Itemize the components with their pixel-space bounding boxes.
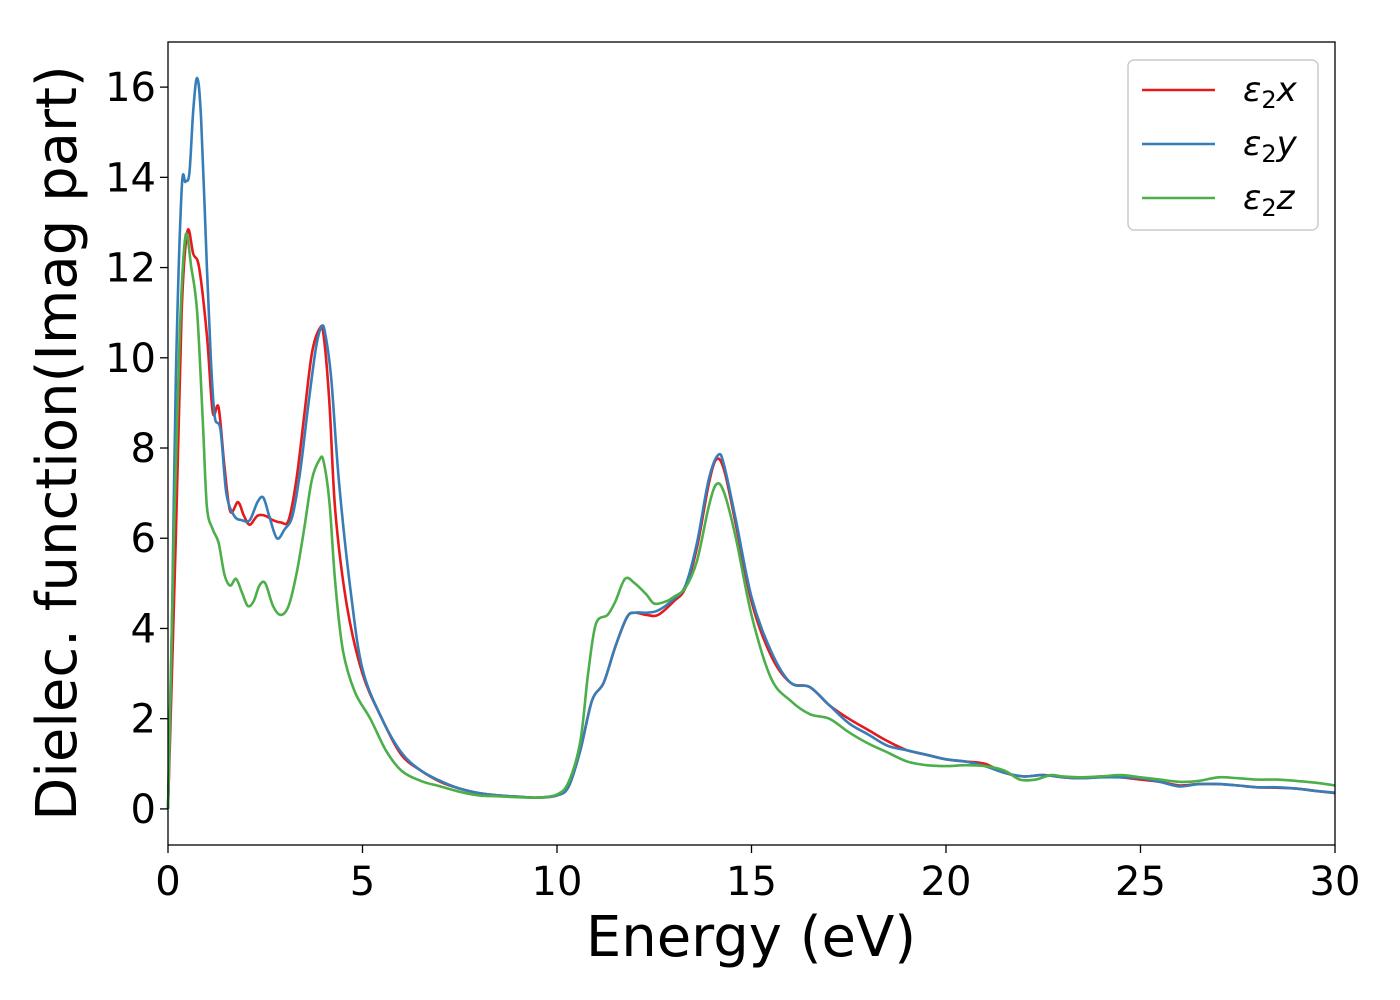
y-tick-label: 10 (105, 336, 156, 382)
x-axis-ticks: 0 5 10 15 20 25 30 (155, 845, 1360, 905)
y-tick-label: 16 (105, 65, 156, 111)
legend-label-z: ε2z (1243, 178, 1296, 222)
x-tick-label: 5 (350, 859, 375, 905)
y-axis-ticks: 0 2 4 6 8 10 12 14 16 (105, 65, 168, 833)
series-line-z (166, 232, 1336, 809)
legend-box (1127, 59, 1319, 231)
y-axis-label: Dielec. function(Imag part) (25, 65, 90, 821)
y-tick-label: 2 (131, 697, 156, 743)
x-tick-label: 20 (921, 859, 972, 905)
y-tick-label: 6 (131, 516, 156, 562)
series-line-y (166, 76, 1336, 809)
series-layer (166, 76, 1336, 809)
legend-label-x: ε2x (1243, 70, 1298, 114)
legend-entries: ε2x ε2y ε2z (1142, 70, 1298, 222)
y-tick-label: 12 (105, 246, 156, 292)
x-tick-label: 25 (1115, 859, 1166, 905)
x-axis-label: Energy (eV) (586, 905, 916, 970)
x-tick-label: 15 (726, 859, 777, 905)
x-tick-label: 30 (1310, 859, 1361, 905)
y-tick-label: 0 (131, 787, 156, 833)
y-tick-label: 8 (131, 426, 156, 472)
y-tick-label: 14 (105, 155, 156, 201)
x-tick-label: 10 (532, 859, 583, 905)
legend-label-y: ε2y (1243, 124, 1298, 168)
y-tick-label: 4 (131, 606, 156, 652)
legend: ε2x ε2y ε2z (1127, 59, 1319, 231)
x-tick-label: 0 (155, 859, 180, 905)
